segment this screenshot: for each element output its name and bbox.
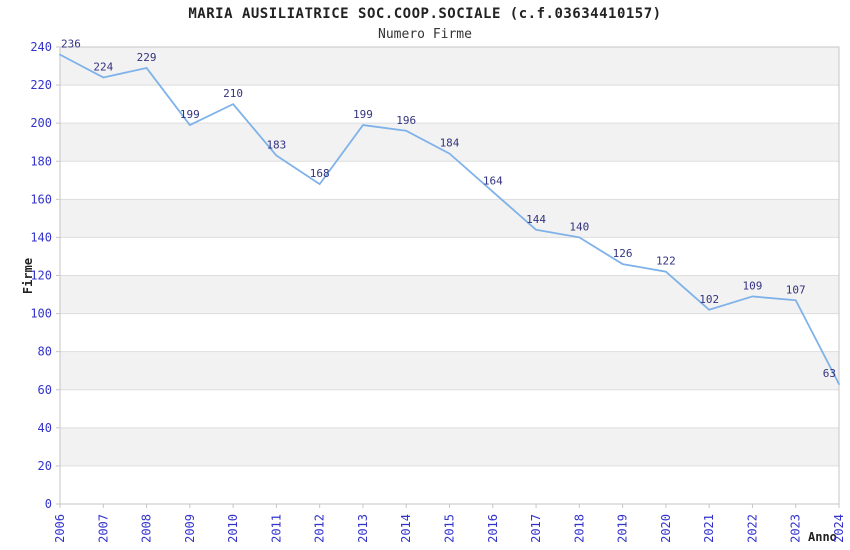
- x-tick-label: 2019: [616, 514, 630, 543]
- x-tick-label: 2007: [96, 514, 110, 543]
- data-point-label: 164: [483, 175, 503, 188]
- data-point-label: 140: [569, 220, 589, 233]
- x-tick-label: 2020: [659, 514, 673, 543]
- plot-band: [60, 427, 839, 466]
- x-tick-label: 2018: [572, 514, 586, 543]
- plot-band: [60, 123, 839, 162]
- plot-band: [60, 199, 839, 238]
- data-point-label: 199: [180, 108, 200, 121]
- data-point-label: 184: [440, 137, 460, 150]
- x-tick-label: 2022: [745, 514, 759, 543]
- data-point-label: 210: [223, 87, 243, 100]
- x-tick-label: 2015: [443, 514, 457, 543]
- y-tick-label: 200: [30, 116, 52, 130]
- data-point-label: 144: [526, 213, 546, 226]
- y-tick-label: 140: [30, 230, 52, 244]
- x-axis-title: Anno: [808, 530, 837, 544]
- x-tick-label: 2016: [486, 514, 500, 543]
- data-point-label: 126: [613, 247, 633, 260]
- y-tick-label: 180: [30, 154, 52, 168]
- x-tick-label: 2023: [789, 514, 803, 543]
- plot-band: [60, 275, 839, 314]
- plot-band: [60, 47, 839, 86]
- data-point-label: 196: [396, 114, 416, 127]
- y-tick-label: 120: [30, 269, 52, 283]
- y-tick-label: 220: [30, 78, 52, 92]
- x-tick-label: 2011: [269, 514, 283, 543]
- data-point-label: 107: [786, 283, 806, 296]
- x-tick-label: 2009: [183, 514, 197, 543]
- x-tick-label: 2017: [529, 514, 543, 543]
- y-tick-label: 80: [38, 345, 52, 359]
- data-point-label: 102: [699, 293, 719, 306]
- y-tick-label: 240: [30, 40, 52, 54]
- x-tick-label: 2021: [702, 514, 716, 543]
- data-point-label: 224: [93, 60, 113, 73]
- x-tick-label: 2006: [53, 514, 67, 543]
- data-point-label: 168: [310, 167, 330, 180]
- data-point-label: 63: [823, 367, 836, 380]
- x-tick-label: 2014: [399, 514, 413, 543]
- y-tick-label: 100: [30, 307, 52, 321]
- data-point-label: 229: [137, 51, 157, 64]
- x-tick-label: 2024: [832, 514, 846, 543]
- y-tick-label: 0: [45, 497, 52, 511]
- data-point-label: 122: [656, 255, 676, 268]
- chart-subtitle: Numero Firme: [378, 27, 472, 42]
- chart-title: MARIA AUSILIATRICE SOC.COOP.SOCIALE (c.f…: [188, 6, 662, 22]
- data-point-label: 183: [266, 139, 286, 152]
- y-tick-label: 160: [30, 192, 52, 206]
- x-tick-label: 2013: [356, 514, 370, 543]
- data-point-label: 199: [353, 108, 373, 121]
- plot-band: [60, 351, 839, 390]
- y-tick-label: 20: [38, 459, 52, 473]
- x-tick-label: 2010: [226, 514, 240, 543]
- data-line: [59, 53, 840, 385]
- x-tick-label: 2008: [140, 514, 154, 543]
- x-tick-label: 2012: [313, 514, 327, 543]
- y-tick-label: 60: [38, 383, 52, 397]
- data-point-label: 109: [743, 279, 763, 292]
- data-point-label: 236: [61, 38, 81, 51]
- y-tick-label: 40: [38, 421, 52, 435]
